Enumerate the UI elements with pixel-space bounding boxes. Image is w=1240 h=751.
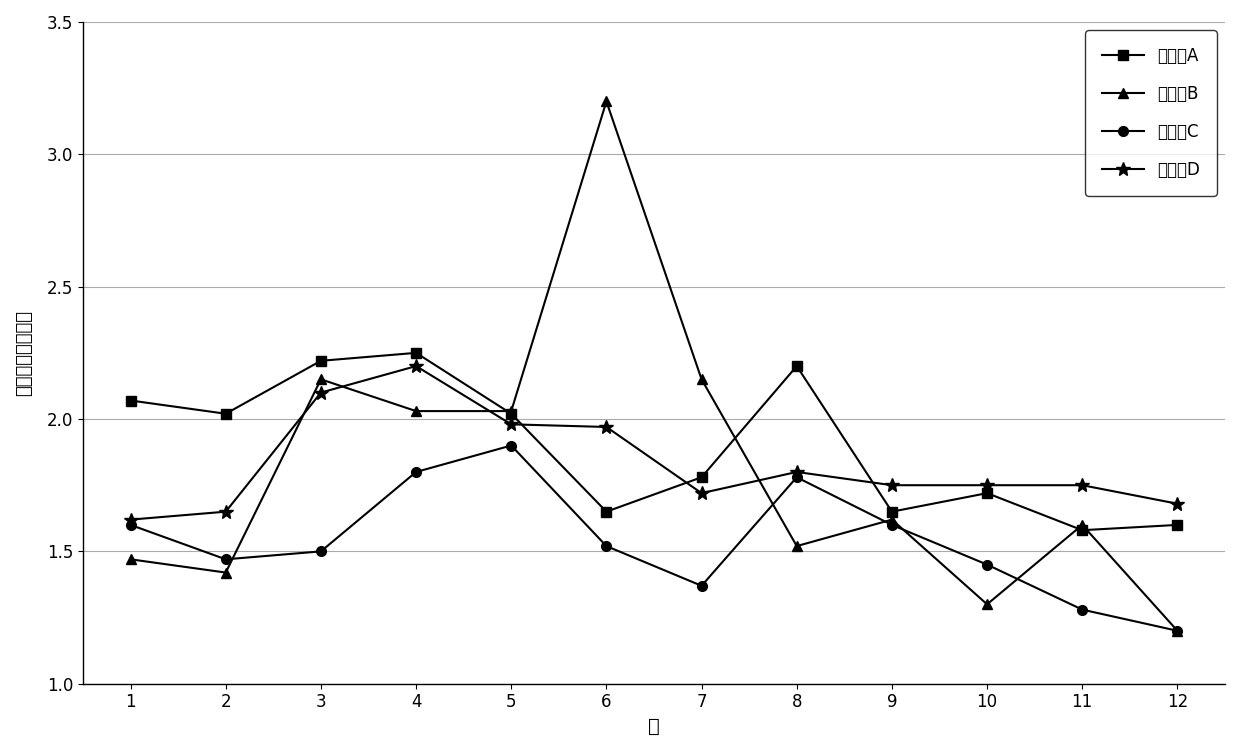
监测站B (503, 406, 518, 415)
监测站B (884, 515, 899, 524)
监测站C (409, 467, 424, 476)
监测站C (790, 473, 805, 482)
监测站D (409, 361, 424, 370)
监测站C (314, 547, 329, 556)
监测站D (980, 481, 994, 490)
监测站B (1171, 626, 1185, 635)
监测站C (980, 560, 994, 569)
监测站C (884, 520, 899, 529)
监测站C (218, 555, 233, 564)
监测站A (1171, 520, 1185, 529)
Legend: 监测站A, 监测站B, 监测站C, 监测站D: 监测站A, 监测站B, 监测站C, 监测站D (1085, 30, 1216, 196)
监测站C (599, 541, 614, 550)
监测站C (123, 520, 138, 529)
Line: 监测站B: 监测站B (125, 97, 1182, 635)
监测站D (314, 388, 329, 397)
监测站A (503, 409, 518, 418)
监测站B (409, 406, 424, 415)
监测站B (694, 375, 709, 384)
监测站C (503, 441, 518, 450)
监测站D (123, 515, 138, 524)
监测站B (218, 568, 233, 577)
监测站C (1075, 605, 1090, 614)
监测站A (218, 409, 233, 418)
监测站D (599, 423, 614, 432)
监测站A (314, 356, 329, 365)
监测站D (884, 481, 899, 490)
监测站B (980, 600, 994, 609)
监测站A (790, 361, 805, 370)
监测站D (503, 420, 518, 429)
监测站A (599, 507, 614, 516)
监测站D (1171, 499, 1185, 508)
监测站C (694, 581, 709, 590)
监测站B (314, 375, 329, 384)
Line: 监测站D: 监测站D (124, 359, 1184, 526)
监测站B (123, 555, 138, 564)
Y-axis label: 扬尘平均相对浓度: 扬尘平均相对浓度 (15, 310, 33, 396)
监测站D (790, 467, 805, 476)
X-axis label: 月: 月 (649, 717, 660, 736)
Line: 监测站A: 监测站A (125, 348, 1182, 535)
监测站B (1075, 520, 1090, 529)
Line: 监测站C: 监测站C (125, 441, 1182, 635)
监测站B (599, 97, 614, 106)
监测站A (409, 348, 424, 357)
监测站A (980, 489, 994, 498)
监测站D (694, 489, 709, 498)
监测站D (218, 507, 233, 516)
监测站C (1171, 626, 1185, 635)
监测站A (123, 396, 138, 405)
监测站A (1075, 526, 1090, 535)
监测站A (884, 507, 899, 516)
监测站A (694, 473, 709, 482)
监测站D (1075, 481, 1090, 490)
监测站B (790, 541, 805, 550)
